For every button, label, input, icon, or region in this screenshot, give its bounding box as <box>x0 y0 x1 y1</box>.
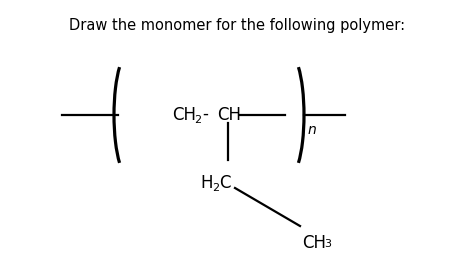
Text: C: C <box>219 174 230 192</box>
Text: CH: CH <box>217 106 241 124</box>
Text: 2: 2 <box>194 115 201 125</box>
Text: Draw the monomer for the following polymer:: Draw the monomer for the following polym… <box>69 18 405 33</box>
Text: -: - <box>202 105 208 123</box>
Text: 2: 2 <box>212 183 219 193</box>
Text: n: n <box>308 123 317 137</box>
Text: CH: CH <box>172 106 196 124</box>
Text: 3: 3 <box>324 239 331 249</box>
Text: H: H <box>200 174 212 192</box>
Text: CH: CH <box>302 234 326 252</box>
